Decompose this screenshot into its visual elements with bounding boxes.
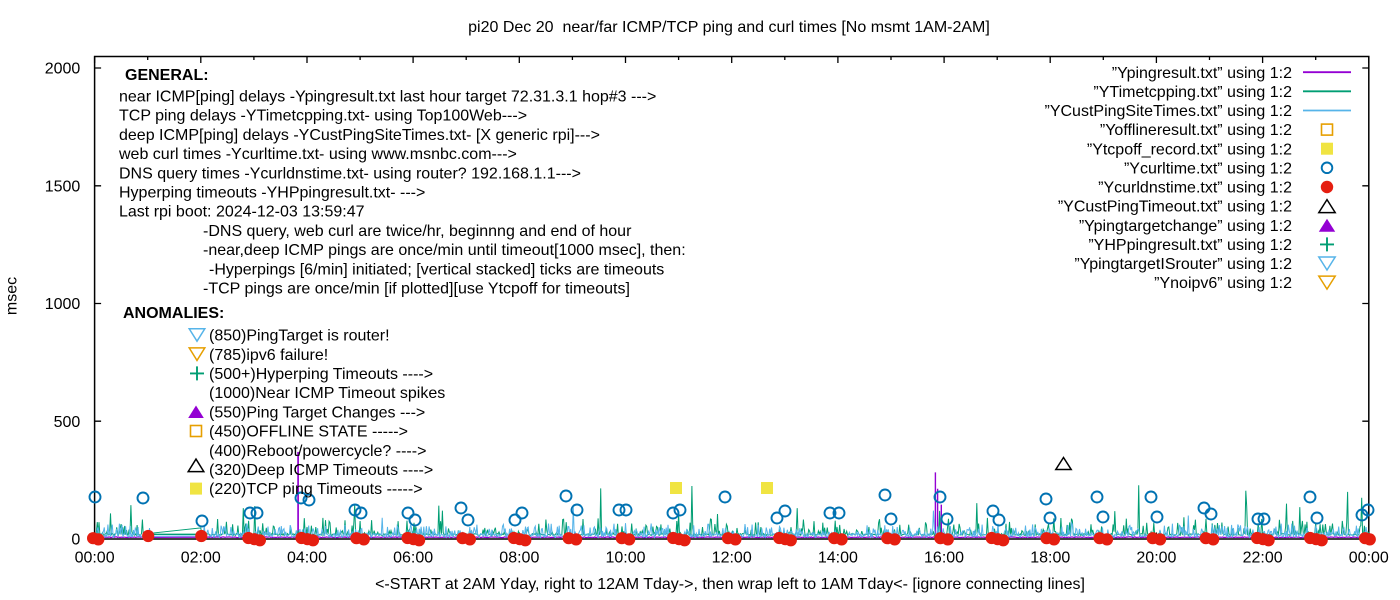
svg-text:00:00: 00:00 xyxy=(75,550,115,567)
svg-text:-near,deep ICMP pings are once: -near,deep ICMP pings are once/min until… xyxy=(203,242,686,259)
svg-text:00:00: 00:00 xyxy=(1349,550,1389,567)
svg-text:500: 500 xyxy=(54,414,81,431)
svg-text:<-START at 2AM Yday, right to: <-START at 2AM Yday, right to 12AM Tday-… xyxy=(375,576,1085,593)
svg-text:02:00: 02:00 xyxy=(181,550,221,567)
svg-text:Hyperping timeouts -YHPpingres: Hyperping timeouts -YHPpingresult.txt- -… xyxy=(119,185,425,202)
svg-text:(1000)Near ICMP Timeout spikes: (1000)Near ICMP Timeout spikes xyxy=(209,385,445,402)
svg-text:(550)Ping Target Changes --->: (550)Ping Target Changes ---> xyxy=(209,404,425,421)
svg-text:”Ypingresult.txt” using 1:2: ”Ypingresult.txt” using 1:2 xyxy=(1112,65,1292,82)
svg-text:TCP ping delays -YTimetcpping.: TCP ping delays -YTimetcpping.txt- using… xyxy=(119,108,527,125)
svg-text:”YCustPingSiteTimes.txt” using: ”YCustPingSiteTimes.txt” using 1:2 xyxy=(1045,103,1293,120)
svg-text:1500: 1500 xyxy=(45,178,81,195)
svg-text:deep ICMP[ping] delays -YCustP: deep ICMP[ping] delays -YCustPingSiteTim… xyxy=(119,127,600,144)
svg-text:”Yofflineresult.txt” using 1:2: ”Yofflineresult.txt” using 1:2 xyxy=(1100,122,1292,139)
svg-text:”Ynoipv6” using 1:2: ”Ynoipv6” using 1:2 xyxy=(1154,275,1292,292)
svg-text:22:00: 22:00 xyxy=(1243,550,1283,567)
svg-text:1000: 1000 xyxy=(45,296,81,313)
svg-text:(400)Reboot/powercycle? ---->: (400)Reboot/powercycle? ----> xyxy=(209,443,426,460)
svg-text:(450)OFFLINE STATE ----->: (450)OFFLINE STATE -----> xyxy=(209,424,408,441)
svg-text:14:00: 14:00 xyxy=(818,550,858,567)
svg-text:pi20 Dec 20 near/far ICMP/TCP: pi20 Dec 20 near/far ICMP/TCP ping and c… xyxy=(468,19,990,36)
svg-text:near ICMP[ping] delays -Ypingr: near ICMP[ping] delays -Ypingresult.txt … xyxy=(119,89,656,106)
svg-text:ANOMALIES:: ANOMALIES: xyxy=(123,305,224,322)
svg-text:”YpingtargetISrouter” using 1:: ”YpingtargetISrouter” using 1:2 xyxy=(1074,256,1292,273)
svg-text:”YTimetcpping.txt” using 1:2: ”YTimetcpping.txt” using 1:2 xyxy=(1093,84,1292,101)
svg-text:”Ycurltime.txt” using 1:2: ”Ycurltime.txt” using 1:2 xyxy=(1124,160,1292,177)
svg-text:20:00: 20:00 xyxy=(1136,550,1176,567)
svg-text:Last rpi boot: 2024-12-03 13:5: Last rpi boot: 2024-12-03 13:59:47 xyxy=(119,204,365,221)
svg-text:16:00: 16:00 xyxy=(924,550,964,567)
svg-text:0: 0 xyxy=(71,532,80,549)
svg-text:”YCustPingTimeout.txt” using 1: ”YCustPingTimeout.txt” using 1:2 xyxy=(1058,199,1292,216)
svg-text:10:00: 10:00 xyxy=(605,550,645,567)
svg-text:(220)TCP ping Timeouts ----->: (220)TCP ping Timeouts -----> xyxy=(209,481,423,498)
svg-text:(320)Deep ICMP Timeouts ---->: (320)Deep ICMP Timeouts ----> xyxy=(209,462,433,479)
svg-text:04:00: 04:00 xyxy=(287,550,327,567)
svg-text:DNS query times -Ycurldnstime.: DNS query times -Ycurldnstime.txt- using… xyxy=(119,165,581,182)
svg-text:06:00: 06:00 xyxy=(393,550,433,567)
svg-text:”Ypingtargetchange” using 1:2: ”Ypingtargetchange” using 1:2 xyxy=(1079,218,1292,235)
svg-text:GENERAL:: GENERAL: xyxy=(125,67,209,84)
svg-text:-TCP pings are once/min [if pl: -TCP pings are once/min [if plotted][use… xyxy=(203,281,630,298)
svg-text:(850)PingTarget is router!: (850)PingTarget is router! xyxy=(209,328,390,345)
svg-text:”Ytcpoff_record.txt” using 1:2: ”Ytcpoff_record.txt” using 1:2 xyxy=(1087,141,1292,158)
svg-text:msec: msec xyxy=(4,277,21,315)
svg-text:(785)ipv6 failure!: (785)ipv6 failure! xyxy=(209,347,328,364)
svg-text:”YHPpingresult.txt” using 1:2: ”YHPpingresult.txt” using 1:2 xyxy=(1088,237,1292,254)
svg-text:”Ycurldnstime.txt” using 1:2: ”Ycurldnstime.txt” using 1:2 xyxy=(1098,180,1292,197)
svg-text:-Hyperpings [6/min] initiated;: -Hyperpings [6/min] initiated; [vertical… xyxy=(209,261,664,278)
svg-text:-DNS query, web curl are twice: -DNS query, web curl are twice/hr, begin… xyxy=(203,223,632,240)
svg-text:(500+)Hyperping Timeouts ---->: (500+)Hyperping Timeouts ----> xyxy=(209,366,433,383)
svg-text:08:00: 08:00 xyxy=(499,550,539,567)
svg-text:web curl times -Ycurltime.txt-: web curl times -Ycurltime.txt- using www… xyxy=(118,146,517,163)
svg-text:2000: 2000 xyxy=(45,61,81,78)
svg-text:12:00: 12:00 xyxy=(712,550,752,567)
svg-text:18:00: 18:00 xyxy=(1030,550,1070,567)
